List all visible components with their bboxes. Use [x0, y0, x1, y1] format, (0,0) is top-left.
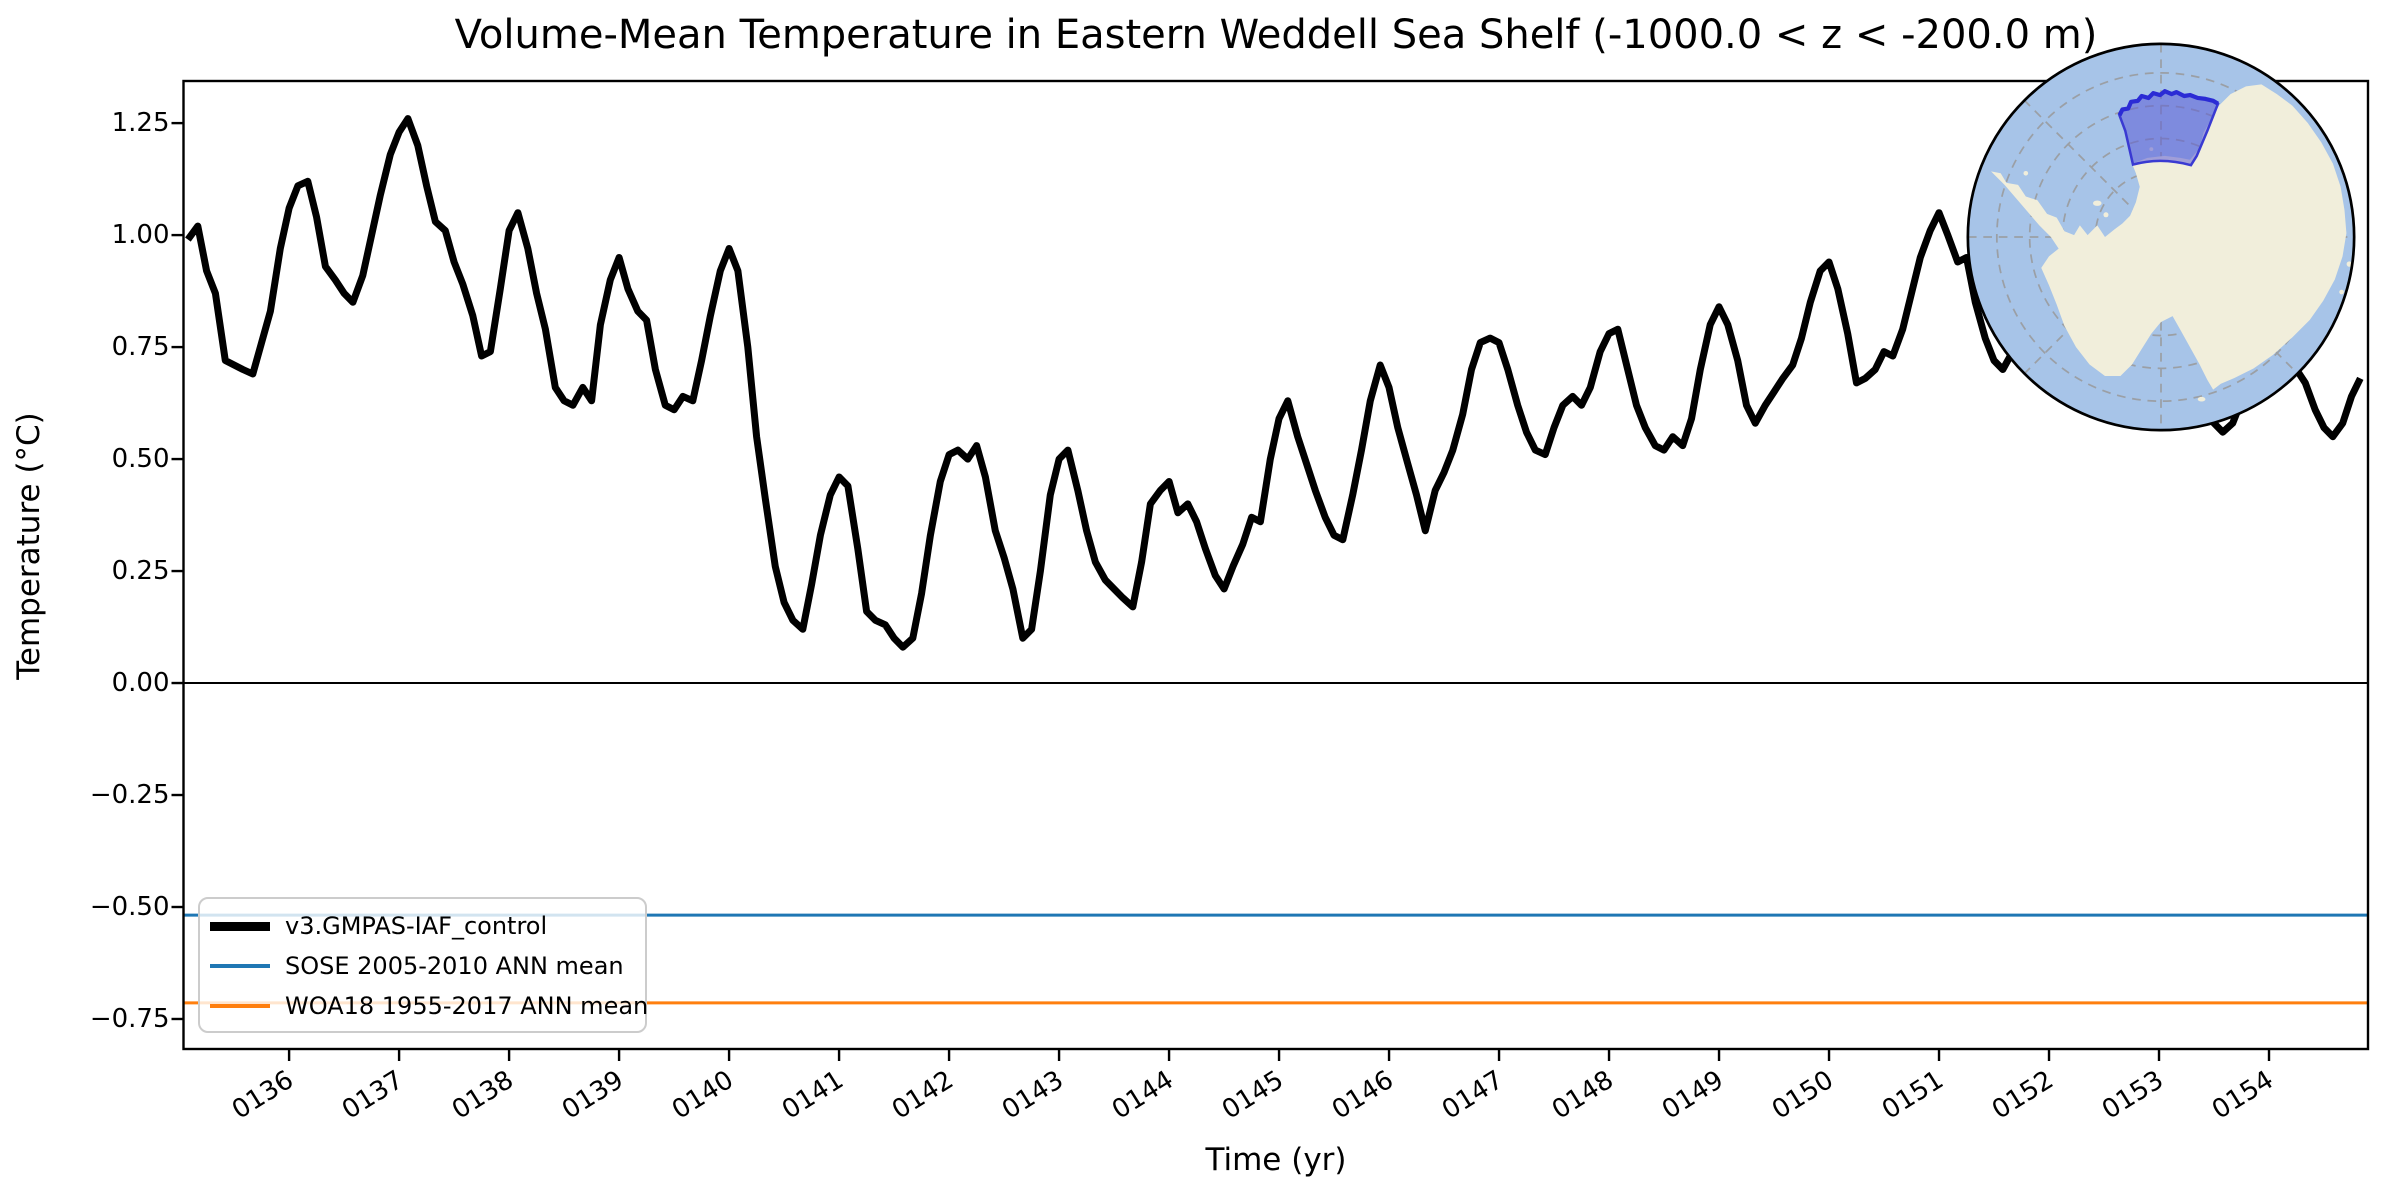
legend-item-sose: SOSE 2005-2010 ANN mean	[210, 946, 645, 986]
legend-swatch-woa	[210, 1004, 270, 1008]
legend-label: v3.GMPAS-IAF_control	[285, 912, 548, 940]
legend-label: WOA18 1955-2017 ANN mean	[285, 992, 649, 1020]
x-axis-label: Time (yr)	[1205, 1142, 1347, 1178]
y-axis-label: Temperature (°C)	[11, 412, 47, 680]
chart-title: Volume-Mean Temperature in Eastern Wedde…	[454, 12, 2098, 58]
inset-globe-outline	[1966, 42, 2356, 432]
legend: v3.GMPAS-IAF_control SOSE 2005-2010 ANN …	[198, 897, 649, 1033]
axes-frame	[182, 79, 2370, 1051]
inset-highlight-region	[2117, 89, 2220, 167]
series-line-v3.gmpas-iaf_control	[185, 115, 2364, 651]
legend-swatch-sose	[210, 964, 270, 968]
legend-swatch-control	[210, 921, 270, 931]
legend-label: SOSE 2005-2010 ANN mean	[285, 952, 624, 980]
legend-item-woa: WOA18 1955-2017 ANN mean	[210, 986, 649, 1026]
antarctica-inset-map	[1966, 42, 2356, 432]
legend-item-control: v3.GMPAS-IAF_control	[210, 906, 645, 946]
